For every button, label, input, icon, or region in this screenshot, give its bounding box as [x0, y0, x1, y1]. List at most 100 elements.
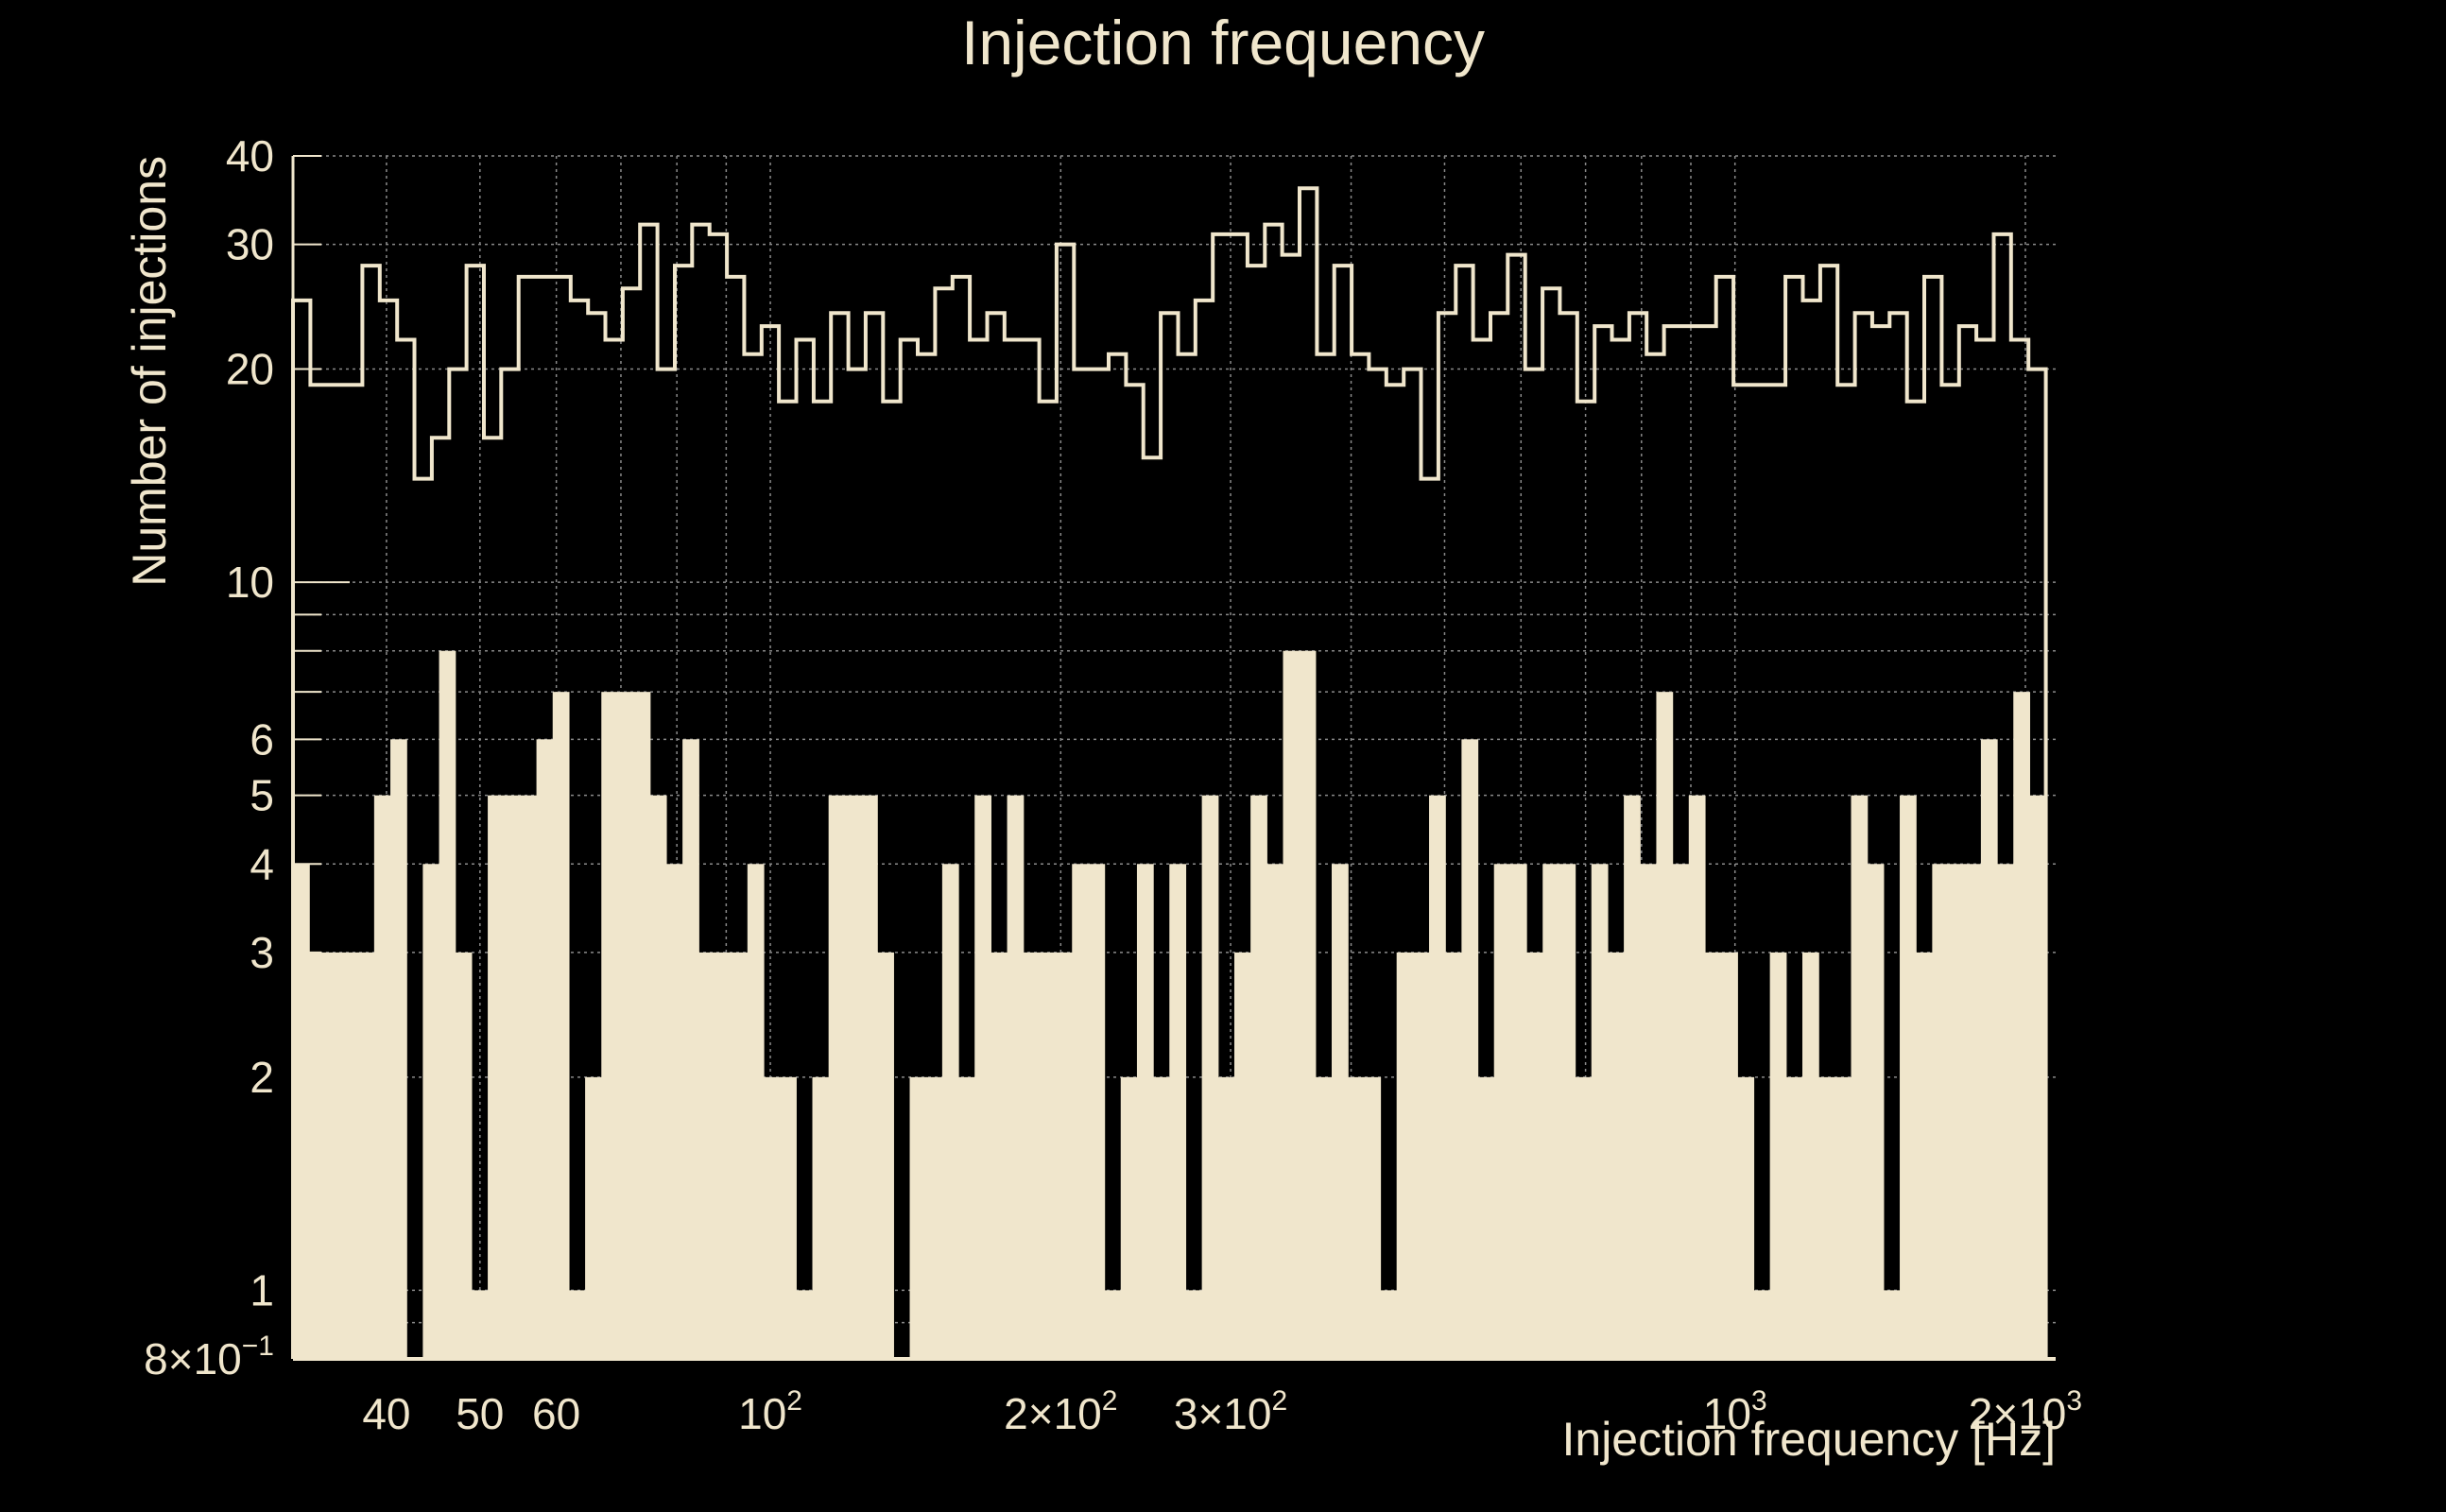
histogram-bar	[1591, 864, 1609, 1359]
histogram-bar	[861, 795, 878, 1359]
histogram-bar	[1169, 864, 1187, 1359]
histogram-bar	[390, 739, 407, 1359]
histogram-bar	[2013, 692, 2030, 1359]
histogram-bar	[488, 795, 505, 1359]
histogram-bar	[1916, 952, 1933, 1359]
histogram-bar	[373, 795, 391, 1359]
histogram-bar	[925, 1076, 943, 1359]
histogram-bar	[1542, 864, 1560, 1359]
histogram-bar	[1559, 864, 1576, 1359]
filled-histogram	[293, 650, 2047, 1359]
histogram-bar	[1834, 1076, 1852, 1359]
histogram-bar	[309, 952, 326, 1359]
histogram-bar	[1575, 1076, 1593, 1359]
histogram-bar	[796, 1290, 814, 1359]
histogram-bar	[1445, 952, 1462, 1359]
histogram-bar	[504, 795, 522, 1359]
histogram-bar	[1461, 739, 1479, 1359]
histogram-bar	[1429, 795, 1446, 1359]
histogram-bar	[1023, 952, 1041, 1359]
x-axis-label: Injection frequency [Hz]	[1562, 1413, 2057, 1466]
histogram-bar	[357, 952, 375, 1359]
y-tick-label: 30	[226, 220, 274, 269]
histogram-bar	[682, 739, 699, 1359]
histogram-bar	[1656, 692, 1674, 1359]
histogram-bar	[1266, 864, 1284, 1359]
x-tick-label: 103	[1703, 1385, 1767, 1438]
histogram-bar	[1769, 952, 1787, 1359]
histogram-bar	[1396, 952, 1414, 1359]
histogram-bar	[1509, 864, 1527, 1359]
step-line	[291, 186, 2048, 1359]
histogram-bar	[1624, 795, 1641, 1359]
histogram-bar	[1201, 795, 1219, 1359]
histogram-bar	[1785, 1076, 1803, 1359]
histogram-bar	[422, 864, 440, 1359]
x-tick-label: 2×103	[1969, 1385, 2082, 1438]
histogram-bar	[1721, 952, 1738, 1359]
y-tick-label: 6	[250, 714, 274, 764]
histogram-bar	[780, 1076, 797, 1359]
histogram-bar	[325, 952, 343, 1359]
histogram-bar	[1997, 864, 2014, 1359]
step-histogram	[291, 186, 2048, 1359]
histogram-bar	[763, 1076, 781, 1359]
histogram-bar	[844, 795, 862, 1359]
histogram-bar	[1217, 1076, 1235, 1359]
histogram-bar	[828, 795, 846, 1359]
histogram-bar	[1250, 795, 1267, 1359]
y-tick-label: 5	[250, 771, 274, 820]
histogram-bar	[633, 692, 651, 1359]
y-tick-label: 10	[226, 558, 274, 607]
x-tick-label: 40	[362, 1389, 410, 1438]
histogram-bar	[1753, 1290, 1771, 1359]
histogram-bar	[1851, 795, 1869, 1359]
histogram-bar	[1315, 1076, 1333, 1359]
histogram-bar	[974, 795, 991, 1359]
histogram-bar	[1088, 864, 1106, 1359]
histogram-bar	[552, 692, 570, 1359]
y-tick-labels: 8×10−1 1 2 3 4 5 6 10 20 30 40	[144, 131, 274, 1383]
y-tick-label: 40	[226, 131, 274, 180]
histogram-bar	[1688, 795, 1706, 1359]
y-tick-label: 3	[250, 928, 274, 977]
histogram-bar	[715, 952, 732, 1359]
y-tick-label: 8×10−1	[144, 1331, 274, 1383]
histogram-bar	[1801, 952, 1819, 1359]
histogram-bar	[1412, 952, 1430, 1359]
histogram-bar	[1233, 952, 1251, 1359]
histogram-bar	[568, 1290, 586, 1359]
histogram-bar	[1007, 795, 1025, 1359]
histogram-bar	[536, 739, 554, 1359]
histogram-bar	[1120, 1076, 1138, 1359]
histogram-bar	[698, 952, 716, 1359]
histogram-bar	[1299, 650, 1317, 1359]
histogram-bar	[1072, 864, 1090, 1359]
histogram-bar	[665, 864, 683, 1359]
histogram-bar	[1104, 1290, 1122, 1359]
histogram-bar	[1704, 952, 1722, 1359]
histogram-bar	[1153, 1076, 1170, 1359]
histogram-bar	[1526, 952, 1543, 1359]
histogram-bar	[1283, 650, 1301, 1359]
histogram-bar	[1185, 1290, 1203, 1359]
histogram-bar	[1364, 1076, 1382, 1359]
y-tick-label: 1	[250, 1265, 274, 1314]
histogram-bar	[1056, 952, 1073, 1359]
histogram-bar	[1900, 795, 1917, 1359]
y-axis-label: Number of injections	[123, 156, 176, 587]
y-tick-label: 4	[250, 839, 274, 888]
histogram-bar	[909, 1076, 927, 1359]
y-tick-label: 2	[250, 1053, 274, 1102]
histogram-bar	[601, 692, 619, 1359]
histogram-bar	[1348, 1076, 1365, 1359]
histogram-bar	[1818, 1076, 1835, 1359]
histogram-bar	[1493, 864, 1511, 1359]
histogram-bar	[958, 1076, 975, 1359]
histogram-bar	[1737, 1076, 1755, 1359]
axes	[291, 155, 2056, 1361]
histogram-bar	[1039, 952, 1057, 1359]
histogram-bar	[617, 692, 635, 1359]
x-tick-label: 3×102	[1174, 1385, 1287, 1438]
